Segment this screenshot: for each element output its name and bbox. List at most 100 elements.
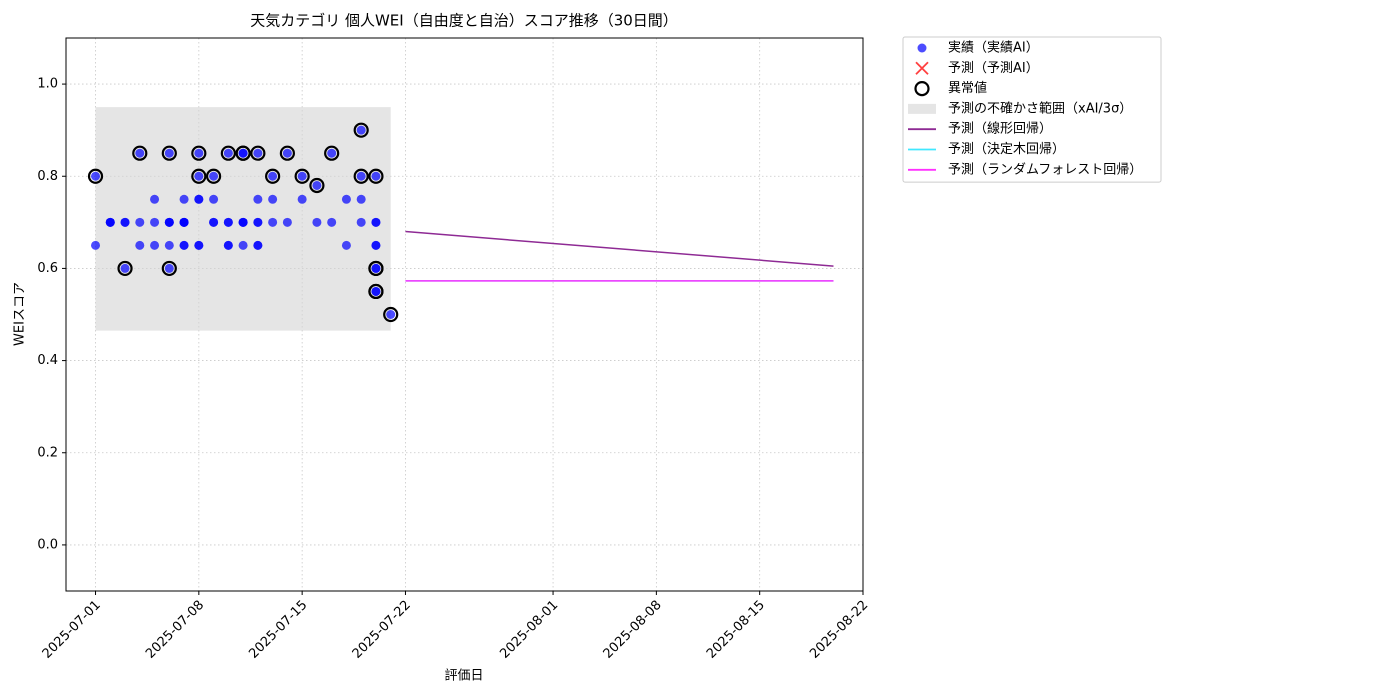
legend-label: 実績（実績AI） <box>948 40 1039 56</box>
anomaly-marker <box>324 145 340 161</box>
scatter-point <box>371 217 381 227</box>
y-tick-label: 0.4 <box>37 353 58 368</box>
x-marker <box>915 61 929 75</box>
scatter-point <box>91 171 101 181</box>
anomaly-marker <box>353 168 369 184</box>
scatter-point <box>209 217 219 227</box>
prediction-line <box>405 230 834 267</box>
anomaly-marker <box>383 306 399 323</box>
scatter-point <box>179 217 189 227</box>
scatter-point <box>209 171 219 181</box>
x-axis-label: 評価日 <box>444 669 483 684</box>
scatter-point <box>268 194 278 204</box>
legend-label: 予測の不確かさ範囲（xAI/3σ） <box>948 100 1132 116</box>
scatter-point <box>371 286 381 296</box>
scatter-point <box>312 180 322 190</box>
anomaly-marker <box>220 145 236 161</box>
scatter-point <box>150 194 160 204</box>
scatter-point <box>238 217 248 227</box>
anomaly-marker <box>235 145 251 161</box>
anomaly-marker <box>294 168 310 184</box>
anomaly-marker <box>353 122 369 138</box>
scatter-point <box>282 148 292 158</box>
scatter-point <box>120 263 130 273</box>
scatter-point <box>120 217 130 227</box>
y-tick-label: 0.0 <box>37 537 58 552</box>
scatter-point <box>297 171 307 181</box>
scatter-point <box>179 194 189 204</box>
scatter-point <box>194 194 204 204</box>
scatter-point <box>194 148 204 158</box>
chart-title: 天気カテゴリ 個人WEI（自由度と自治）スコア推移（30日間） <box>250 12 678 30</box>
scatter-point <box>268 217 278 227</box>
anomaly-marker <box>205 168 222 184</box>
scatter-point <box>223 217 233 227</box>
scatter-point <box>253 240 263 250</box>
scatter-point <box>105 217 115 227</box>
scatter-point <box>91 240 101 250</box>
scatter-point <box>164 148 174 158</box>
scatter-point <box>164 263 174 273</box>
scatter-point <box>371 240 381 250</box>
legend-label: 予測（予測AI） <box>948 61 1039 76</box>
scatter-point <box>135 240 145 250</box>
scatter-point <box>386 310 396 319</box>
scatter-point <box>253 148 263 158</box>
anomaly-marker <box>309 177 325 194</box>
scatter-point <box>356 125 366 135</box>
scatter-point <box>135 217 145 227</box>
scatter-point <box>356 217 366 227</box>
scatter-point <box>223 240 233 250</box>
scatter-point <box>238 148 248 158</box>
legend-label: 予測（決定木回帰） <box>948 141 1065 157</box>
anomaly-marker <box>368 260 384 277</box>
anomaly-marker <box>368 168 384 184</box>
y-axis-label: WEIスコア <box>13 282 28 346</box>
scatter-point <box>297 194 307 204</box>
scatter-point <box>371 171 381 181</box>
anomaly-marker <box>87 168 104 184</box>
anomaly-marker <box>191 168 207 184</box>
anomaly-marker <box>161 145 177 161</box>
anomaly-marker <box>914 80 930 97</box>
scatter-point <box>209 194 219 204</box>
anomaly-marker <box>368 283 384 300</box>
scatter-point <box>164 240 174 250</box>
anomaly-marker <box>161 260 177 277</box>
scatter-point <box>150 240 160 250</box>
anomaly-marker <box>265 168 281 184</box>
scatter-point <box>356 194 366 204</box>
scatter-point <box>327 148 337 158</box>
scatter-point <box>164 217 174 227</box>
scatter-point <box>223 148 233 158</box>
scatter-point <box>253 194 263 204</box>
anomaly-marker <box>250 145 266 161</box>
y-tick-label: 0.2 <box>37 445 58 460</box>
scatter-point <box>150 217 160 227</box>
y-tick-label: 1.0 <box>37 77 58 92</box>
scatter-point <box>253 217 263 227</box>
anomaly-marker <box>279 145 295 161</box>
anomaly-marker <box>117 260 133 277</box>
scatter-point <box>135 148 145 158</box>
y-tick-label: 0.6 <box>37 261 58 276</box>
axes-frame <box>65 37 864 592</box>
scatter-point <box>327 217 337 227</box>
y-tick-label: 0.8 <box>37 169 58 184</box>
scatter-point <box>917 43 927 53</box>
legend-patch <box>908 103 936 114</box>
scatter-point <box>194 171 204 181</box>
scatter-point <box>268 171 278 181</box>
scatter-point <box>341 194 351 204</box>
legend-box <box>902 36 1162 183</box>
scatter-point <box>371 263 381 273</box>
anomaly-marker <box>132 145 148 161</box>
legend-label: 予測（ランダムフォレスト回帰） <box>948 161 1142 177</box>
scatter-point <box>356 171 366 181</box>
legend-label: 異常値 <box>948 80 987 96</box>
scatter-point <box>238 240 248 250</box>
anomaly-marker <box>191 145 207 161</box>
scatter-point <box>179 240 189 250</box>
